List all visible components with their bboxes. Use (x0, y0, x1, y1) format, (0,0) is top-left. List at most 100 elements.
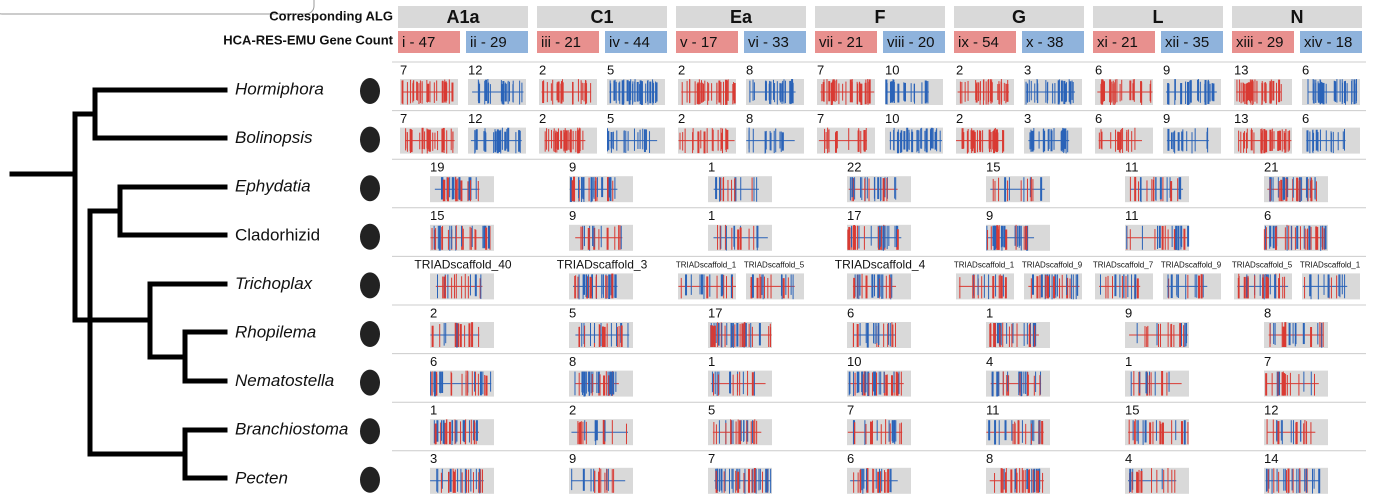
count-box (1093, 31, 1155, 53)
gene-count: ix - 54 (958, 34, 999, 51)
count-box (398, 31, 460, 53)
block-count: 21 (1264, 160, 1278, 175)
block-count: 7 (1264, 354, 1271, 369)
count-box (744, 31, 806, 53)
alg-name: N (1291, 7, 1304, 27)
gene-count: xiii - 29 (1236, 34, 1284, 51)
block-count: 11 (1125, 160, 1139, 175)
species-icon (360, 369, 380, 396)
count-box (676, 31, 738, 53)
scaffold-label: TRIADscaffold_1 (954, 261, 1015, 270)
alg-name: A1a (446, 7, 480, 27)
count-box (1161, 31, 1223, 53)
count-box (883, 31, 945, 53)
block-count: 5 (569, 305, 576, 320)
block-count: 17 (847, 208, 861, 223)
block-count: 6 (430, 354, 437, 369)
block-count: 2 (678, 62, 685, 77)
block-count: 15 (1125, 403, 1139, 418)
count-box (605, 31, 667, 53)
block-count: 5 (607, 62, 614, 77)
block-count: 3 (430, 451, 437, 466)
block-count: 1 (708, 160, 715, 175)
block-count: 8 (986, 451, 993, 466)
gene-count: vii - 21 (819, 34, 863, 51)
block-count: 13 (1234, 62, 1248, 77)
alg-box (1093, 6, 1223, 28)
scaffold-label: TRIADscaffold_1 (676, 261, 737, 270)
block-count: 7 (400, 111, 407, 126)
block-count: 9 (1125, 305, 1132, 320)
species-name: Trichoplax (235, 274, 313, 293)
block-count: 8 (746, 111, 753, 126)
block-count: 12 (468, 111, 482, 126)
block-count: 10 (847, 354, 861, 369)
block-count: 6 (847, 305, 854, 320)
frame (0, 0, 315, 15)
block-count: 7 (817, 62, 824, 77)
block-count: 6 (1095, 62, 1102, 77)
block-count: 7 (400, 62, 407, 77)
block-count: 2 (539, 111, 546, 126)
scaffold-label: TRIADscaffold_7 (1093, 261, 1154, 270)
gene-count: viii - 20 (887, 34, 935, 51)
species-name: Pecten (235, 468, 288, 487)
block-count: 2 (956, 62, 963, 77)
block-count: 6 (847, 451, 854, 466)
block-count: 10 (885, 62, 899, 77)
block-count: 7 (708, 451, 715, 466)
block-count: 17 (708, 305, 722, 320)
scaffold-label: TRIADscaffold_3 (557, 258, 648, 272)
alg-box (815, 6, 945, 28)
block-count: 9 (1163, 62, 1170, 77)
gene-count: iii - 21 (541, 34, 581, 51)
alg-box (398, 6, 528, 28)
tree (9, 87, 228, 481)
gene-count: xi - 21 (1097, 34, 1138, 51)
block-count: 3 (1024, 62, 1031, 77)
species-icon (360, 126, 380, 153)
count-box (1232, 31, 1294, 53)
block-count: 2 (678, 111, 685, 126)
block-count: 13 (1234, 111, 1248, 126)
alg-name: F (875, 7, 886, 27)
alg-name: C1 (590, 7, 613, 27)
scaffold-label: TRIADscaffold_9 (1161, 261, 1222, 270)
gene-count: iv - 44 (609, 34, 650, 51)
block-count: 9 (986, 208, 993, 223)
alg-box (954, 6, 1084, 28)
scaffold-label: TRIADscaffold_40 (414, 258, 511, 272)
count-box (1022, 31, 1084, 53)
block-count: 6 (1302, 111, 1309, 126)
species-icon (360, 223, 380, 250)
block-count: 2 (956, 111, 963, 126)
block-count: 11 (1125, 208, 1139, 223)
block-count: 5 (708, 403, 715, 418)
block-count: 1 (708, 354, 715, 369)
block-count: 7 (817, 111, 824, 126)
species-icon (360, 321, 380, 347)
alg-name: G (1012, 7, 1026, 27)
block-count: 12 (1264, 403, 1278, 418)
block-count: 6 (1302, 62, 1309, 77)
alg-header: Corresponding ALG (269, 8, 393, 23)
block-count: 6 (1095, 111, 1102, 126)
count-box (815, 31, 877, 53)
block-count: 6 (1264, 208, 1271, 223)
block-count: 9 (1163, 111, 1170, 126)
block-count: 3 (1024, 111, 1031, 126)
scaffold-label: TRIADscaffold_4 (835, 258, 926, 272)
block-count: 22 (847, 160, 861, 175)
species-name: Nematostella (235, 371, 334, 390)
block-count: 15 (986, 160, 1000, 175)
block-count: 4 (1125, 451, 1132, 466)
block-count: 7 (847, 403, 854, 418)
alg-box (1232, 6, 1362, 28)
count-box (954, 31, 1016, 53)
species-icon (360, 78, 380, 104)
species-name: Hormiphora (235, 79, 324, 98)
block-count: 14 (1264, 451, 1278, 466)
species-name: Ephydatia (235, 177, 311, 196)
species-name: Branchiostoma (235, 420, 348, 439)
species-name: Cladorhizid (235, 225, 320, 244)
